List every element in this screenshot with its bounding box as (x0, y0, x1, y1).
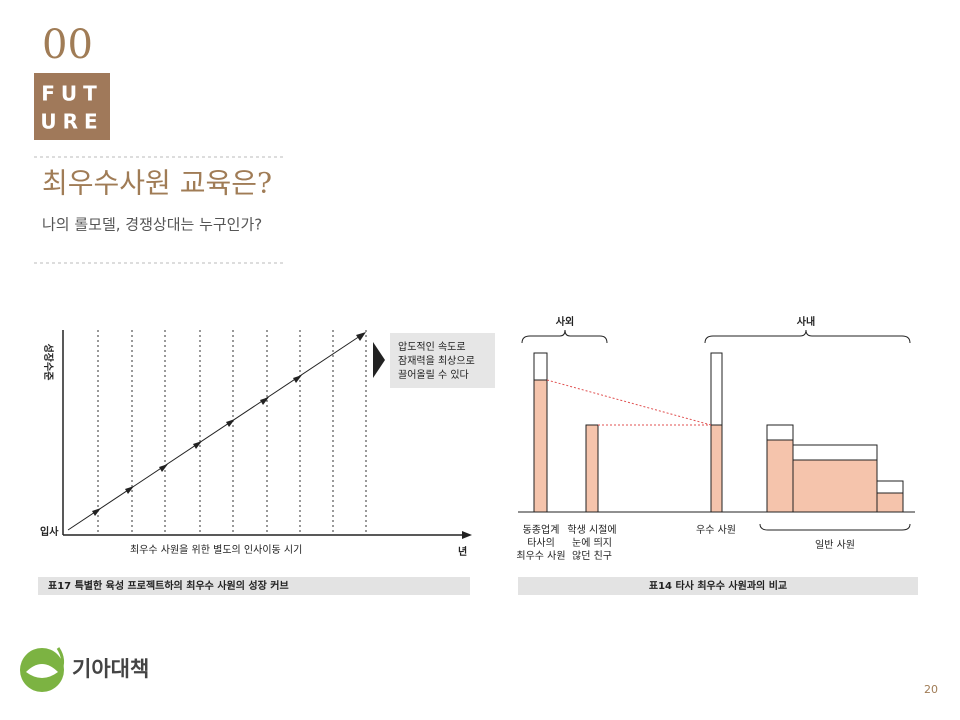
badge-text: FUT (41, 82, 103, 106)
caption-bar (518, 577, 918, 595)
logo: 기아대책 (20, 647, 149, 692)
callout-pointer (373, 342, 385, 378)
bar (533, 379, 548, 513)
brace (704, 329, 911, 344)
group-label: 사내 (797, 315, 815, 328)
bar (792, 459, 878, 513)
brace (521, 329, 608, 344)
bar-top (533, 352, 548, 381)
group-label: 사외 (556, 315, 574, 328)
bar-label: 일반 사원 (815, 539, 855, 551)
badge-text: URE (40, 110, 103, 134)
caption-bar (38, 577, 470, 595)
bar-label: 최우수 사원 (516, 550, 565, 562)
callout-box (390, 333, 495, 388)
logo-leaf (56, 647, 65, 673)
logo-fish (26, 664, 58, 678)
logo-text: 기아대책 (72, 657, 149, 681)
left-figure: 성장수준 입사 년 최우수 사원을 위한 별도의 인사이동 시기 압도적인 속도… (38, 330, 495, 595)
section-number: 00 (42, 22, 93, 68)
badge (34, 73, 110, 140)
bar-top (876, 480, 904, 494)
title: 최우수사원 교육은? (42, 167, 272, 200)
right-labels: 사외 사내 동종업계 타사의 최우수 사원 학생 시절에 눈에 띄지 않던 친구… (516, 315, 918, 595)
bar-label: 타사의 (527, 537, 555, 549)
bracket (759, 523, 911, 531)
bar-top (792, 444, 878, 461)
origin-label: 입사 (40, 525, 59, 538)
bar-label: 않던 친구 (572, 550, 612, 562)
period-lines (97, 330, 367, 535)
y-label: 성장수준 (42, 344, 55, 381)
growth-line (67, 335, 361, 531)
callout-text: 끌어올릴 수 있다 (398, 368, 469, 381)
arrowhead (356, 332, 366, 341)
axis-arrow (462, 531, 472, 539)
x-label: 최우수 사원을 위한 별도의 인사이동 시기 (130, 543, 302, 556)
compare-line (546, 379, 712, 426)
bar-label: 우수 사원 (696, 524, 736, 536)
bar-label: 학생 시절에 (567, 523, 616, 536)
right-figure (518, 329, 915, 531)
bar-top (710, 352, 723, 426)
bar (766, 439, 794, 513)
bar (585, 424, 599, 513)
bar-label: 눈에 띄지 (572, 537, 612, 549)
callout-text: 압도적인 속도로 (398, 340, 466, 353)
arrowheads (92, 375, 302, 516)
caption: 표17 특별한 육성 프로젝트하의 최우수 사원의 성장 커브 (48, 579, 289, 592)
bar-top (766, 424, 794, 441)
bar (876, 492, 904, 513)
bar (710, 424, 723, 513)
caption: 표14 타사 최우수 사원과의 비교 (649, 579, 787, 592)
bar-label: 동종업계 (523, 523, 560, 536)
subtitle: 나의 롤모델, 경쟁상대는 누구인가? (42, 216, 262, 234)
callout-text: 잠재력을 최상으로 (398, 355, 475, 367)
x-end-label: 년 (458, 545, 467, 558)
page-number: 20 (924, 683, 938, 696)
